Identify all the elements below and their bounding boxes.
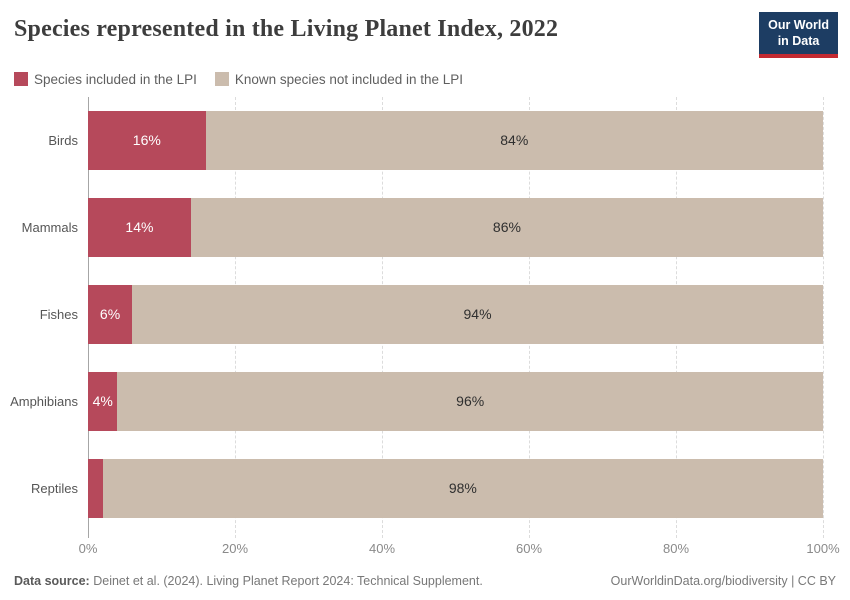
data-source-note: Data source: Deinet et al. (2024). Livin… <box>14 574 483 588</box>
legend-item-1[interactable]: Known species not included in the LPI <box>214 71 464 87</box>
bar-row-reptiles: Reptiles 98% <box>31 445 823 532</box>
footer-link[interactable]: OurWorldinData.org/biodiversity | CC BY <box>610 574 836 588</box>
stacked-bar: 16% 84% <box>88 110 823 170</box>
legend-swatch <box>14 72 28 86</box>
bar-segment[interactable]: 98% <box>102 458 823 518</box>
owid-logo-line1: Our World <box>768 18 829 32</box>
bar-segment[interactable]: 84% <box>205 110 823 170</box>
legend: Species included in the LPI Known species… <box>0 72 850 87</box>
bar-segment[interactable]: 94% <box>132 284 823 344</box>
stacked-bar: 14% 86% <box>88 197 823 257</box>
value-label: 84% <box>500 132 529 148</box>
bar-segment[interactable]: 14% <box>88 197 191 257</box>
data-source-label: Data source: <box>14 574 90 588</box>
category-label: Mammals <box>21 219 78 235</box>
value-label: 98% <box>448 480 477 496</box>
value-label: 6% <box>99 306 121 322</box>
value-label: 96% <box>456 393 485 409</box>
legend-item-0[interactable]: Species included in the LPI <box>14 72 197 87</box>
x-tick-label: 60% <box>515 540 543 556</box>
category-label: Fishes <box>39 306 78 322</box>
footer: Data source: Deinet et al. (2024). Livin… <box>14 574 836 588</box>
value-label: 16% <box>132 132 161 148</box>
stacked-bar: 6% 94% <box>88 284 823 344</box>
bar-row-amphibians: Amphibians 4% 96% <box>10 358 823 445</box>
bar-row-mammals: Mammals 14% 86% <box>22 184 823 271</box>
bar-segment[interactable] <box>88 458 103 518</box>
bar-segment[interactable]: 6% <box>88 284 133 344</box>
x-axis: 0% 20% 40% 60% 80% 100% <box>79 532 840 556</box>
chart-title: Species represented in the Living Planet… <box>14 16 559 42</box>
bar-segment[interactable]: 86% <box>190 197 823 257</box>
gridline-100 <box>823 96 824 538</box>
bar-row-fishes: Fishes 6% 94% <box>40 271 823 358</box>
value-label: 86% <box>492 219 521 235</box>
header: Species represented in the Living Planet… <box>0 0 850 58</box>
bar-segment[interactable]: 96% <box>117 371 823 431</box>
value-label: 14% <box>125 219 154 235</box>
bar-row-birds: Birds 16% 84% <box>48 97 823 184</box>
value-label: 4% <box>92 393 113 409</box>
legend-label: Species included in the LPI <box>34 71 197 87</box>
x-tick-label: 80% <box>662 540 690 556</box>
x-tick-label: 40% <box>368 540 396 556</box>
x-tick-label: 100% <box>806 540 840 556</box>
owid-logo[interactable]: Our World in Data <box>759 12 838 58</box>
chart-area: Birds 16% 84% Mammals 14% 86% Fishes 6% 94% Amphi… <box>10 96 824 538</box>
plot-area: Birds 16% 84% Mammals 14% 86% Fishes 6% 94% Amphi… <box>10 96 824 538</box>
bar-segment[interactable]: 16% <box>88 110 206 170</box>
category-label: Birds <box>48 132 78 148</box>
legend-swatch <box>214 72 229 86</box>
legend-label: Known species not included in the LPI <box>234 71 464 87</box>
stacked-bar: 98% <box>88 458 823 518</box>
owid-logo-line2: in Data <box>777 34 820 49</box>
stacked-bar: 4% 96% <box>88 371 823 431</box>
bar-segment[interactable]: 4% <box>88 371 118 431</box>
value-label: 94% <box>463 306 492 322</box>
category-label: Reptiles <box>31 480 78 496</box>
x-tick-label: 0% <box>78 540 98 556</box>
data-source-text: Deinet et al. (2024). Living Planet Repo… <box>93 574 483 588</box>
x-tick-label: 20% <box>221 540 249 556</box>
category-label: Amphibians <box>10 393 78 409</box>
